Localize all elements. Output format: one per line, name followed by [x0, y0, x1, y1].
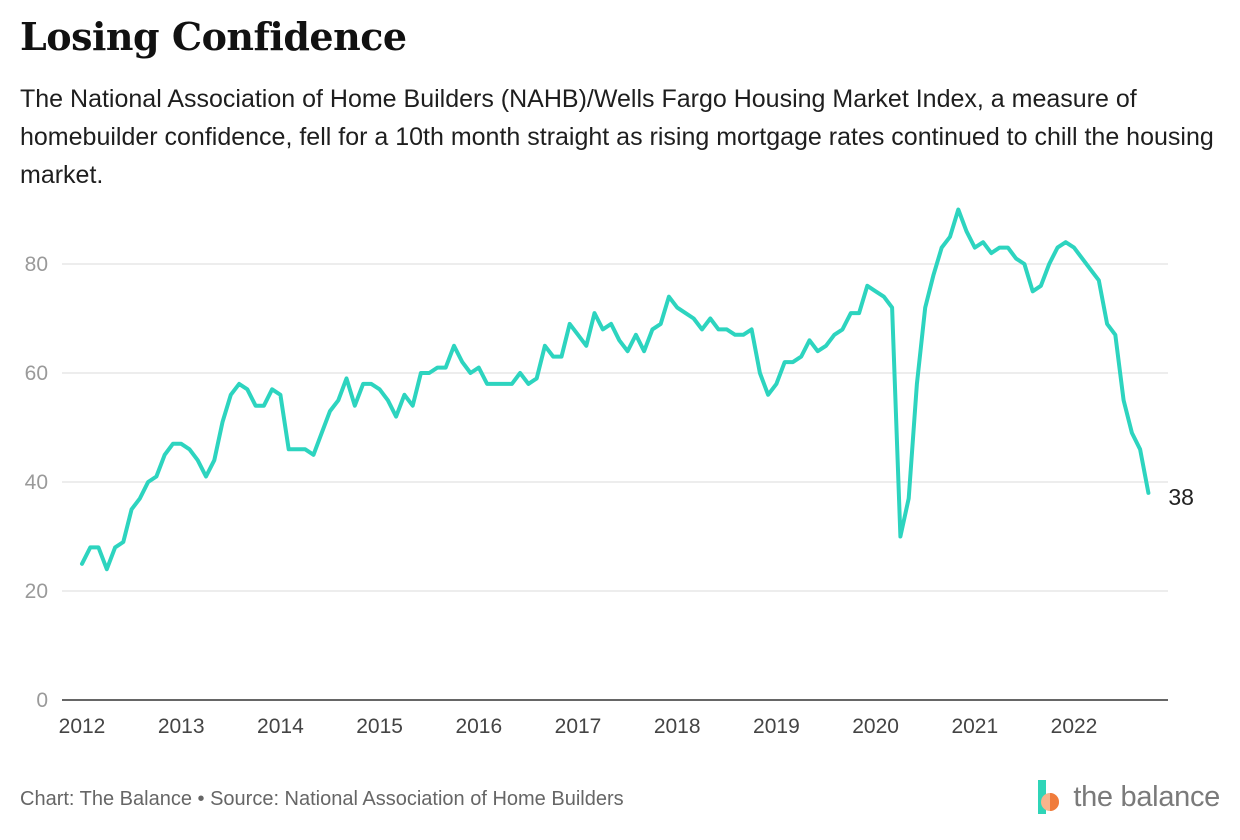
- x-tick-label: 2015: [356, 715, 403, 738]
- x-axis-ticks: 2012 2013 2014 2015 2016 2017 2018 2019 2020 2021…: [59, 715, 1098, 738]
- x-tick-label: 2020: [852, 715, 899, 738]
- x-tick-label: 2022: [1051, 715, 1098, 738]
- y-tick-label: 80: [25, 253, 48, 276]
- brand-logo: the balance: [1037, 780, 1220, 814]
- y-axis-ticks: 0 20 40 60 80: [25, 253, 48, 712]
- logo-text: the balance: [1073, 780, 1220, 813]
- x-tick-label: 2019: [753, 715, 800, 738]
- y-tick-label: 0: [36, 689, 48, 712]
- x-tick-label: 2016: [455, 715, 502, 738]
- y-tick-label: 20: [25, 580, 48, 603]
- x-tick-label: 2018: [654, 715, 701, 738]
- chart-subtitle: The National Association of Home Builder…: [20, 85, 1214, 189]
- balance-logo-icon: [1037, 780, 1063, 814]
- chart-title: Losing Confidence: [20, 14, 407, 59]
- y-tick-label: 40: [25, 471, 48, 494]
- end-value-label: 38: [1168, 484, 1194, 510]
- x-tick-label: 2021: [951, 715, 998, 738]
- x-tick-label: 2013: [158, 715, 205, 738]
- series-line: [80, 207, 1151, 572]
- x-tick-label: 2014: [257, 715, 304, 738]
- x-tick-label: 2012: [59, 715, 106, 738]
- x-tick-label: 2017: [555, 715, 602, 738]
- y-tick-label: 60: [25, 362, 48, 385]
- source-credit: Chart: The Balance • Source: National As…: [20, 788, 624, 810]
- grid-lines: [62, 263, 1168, 592]
